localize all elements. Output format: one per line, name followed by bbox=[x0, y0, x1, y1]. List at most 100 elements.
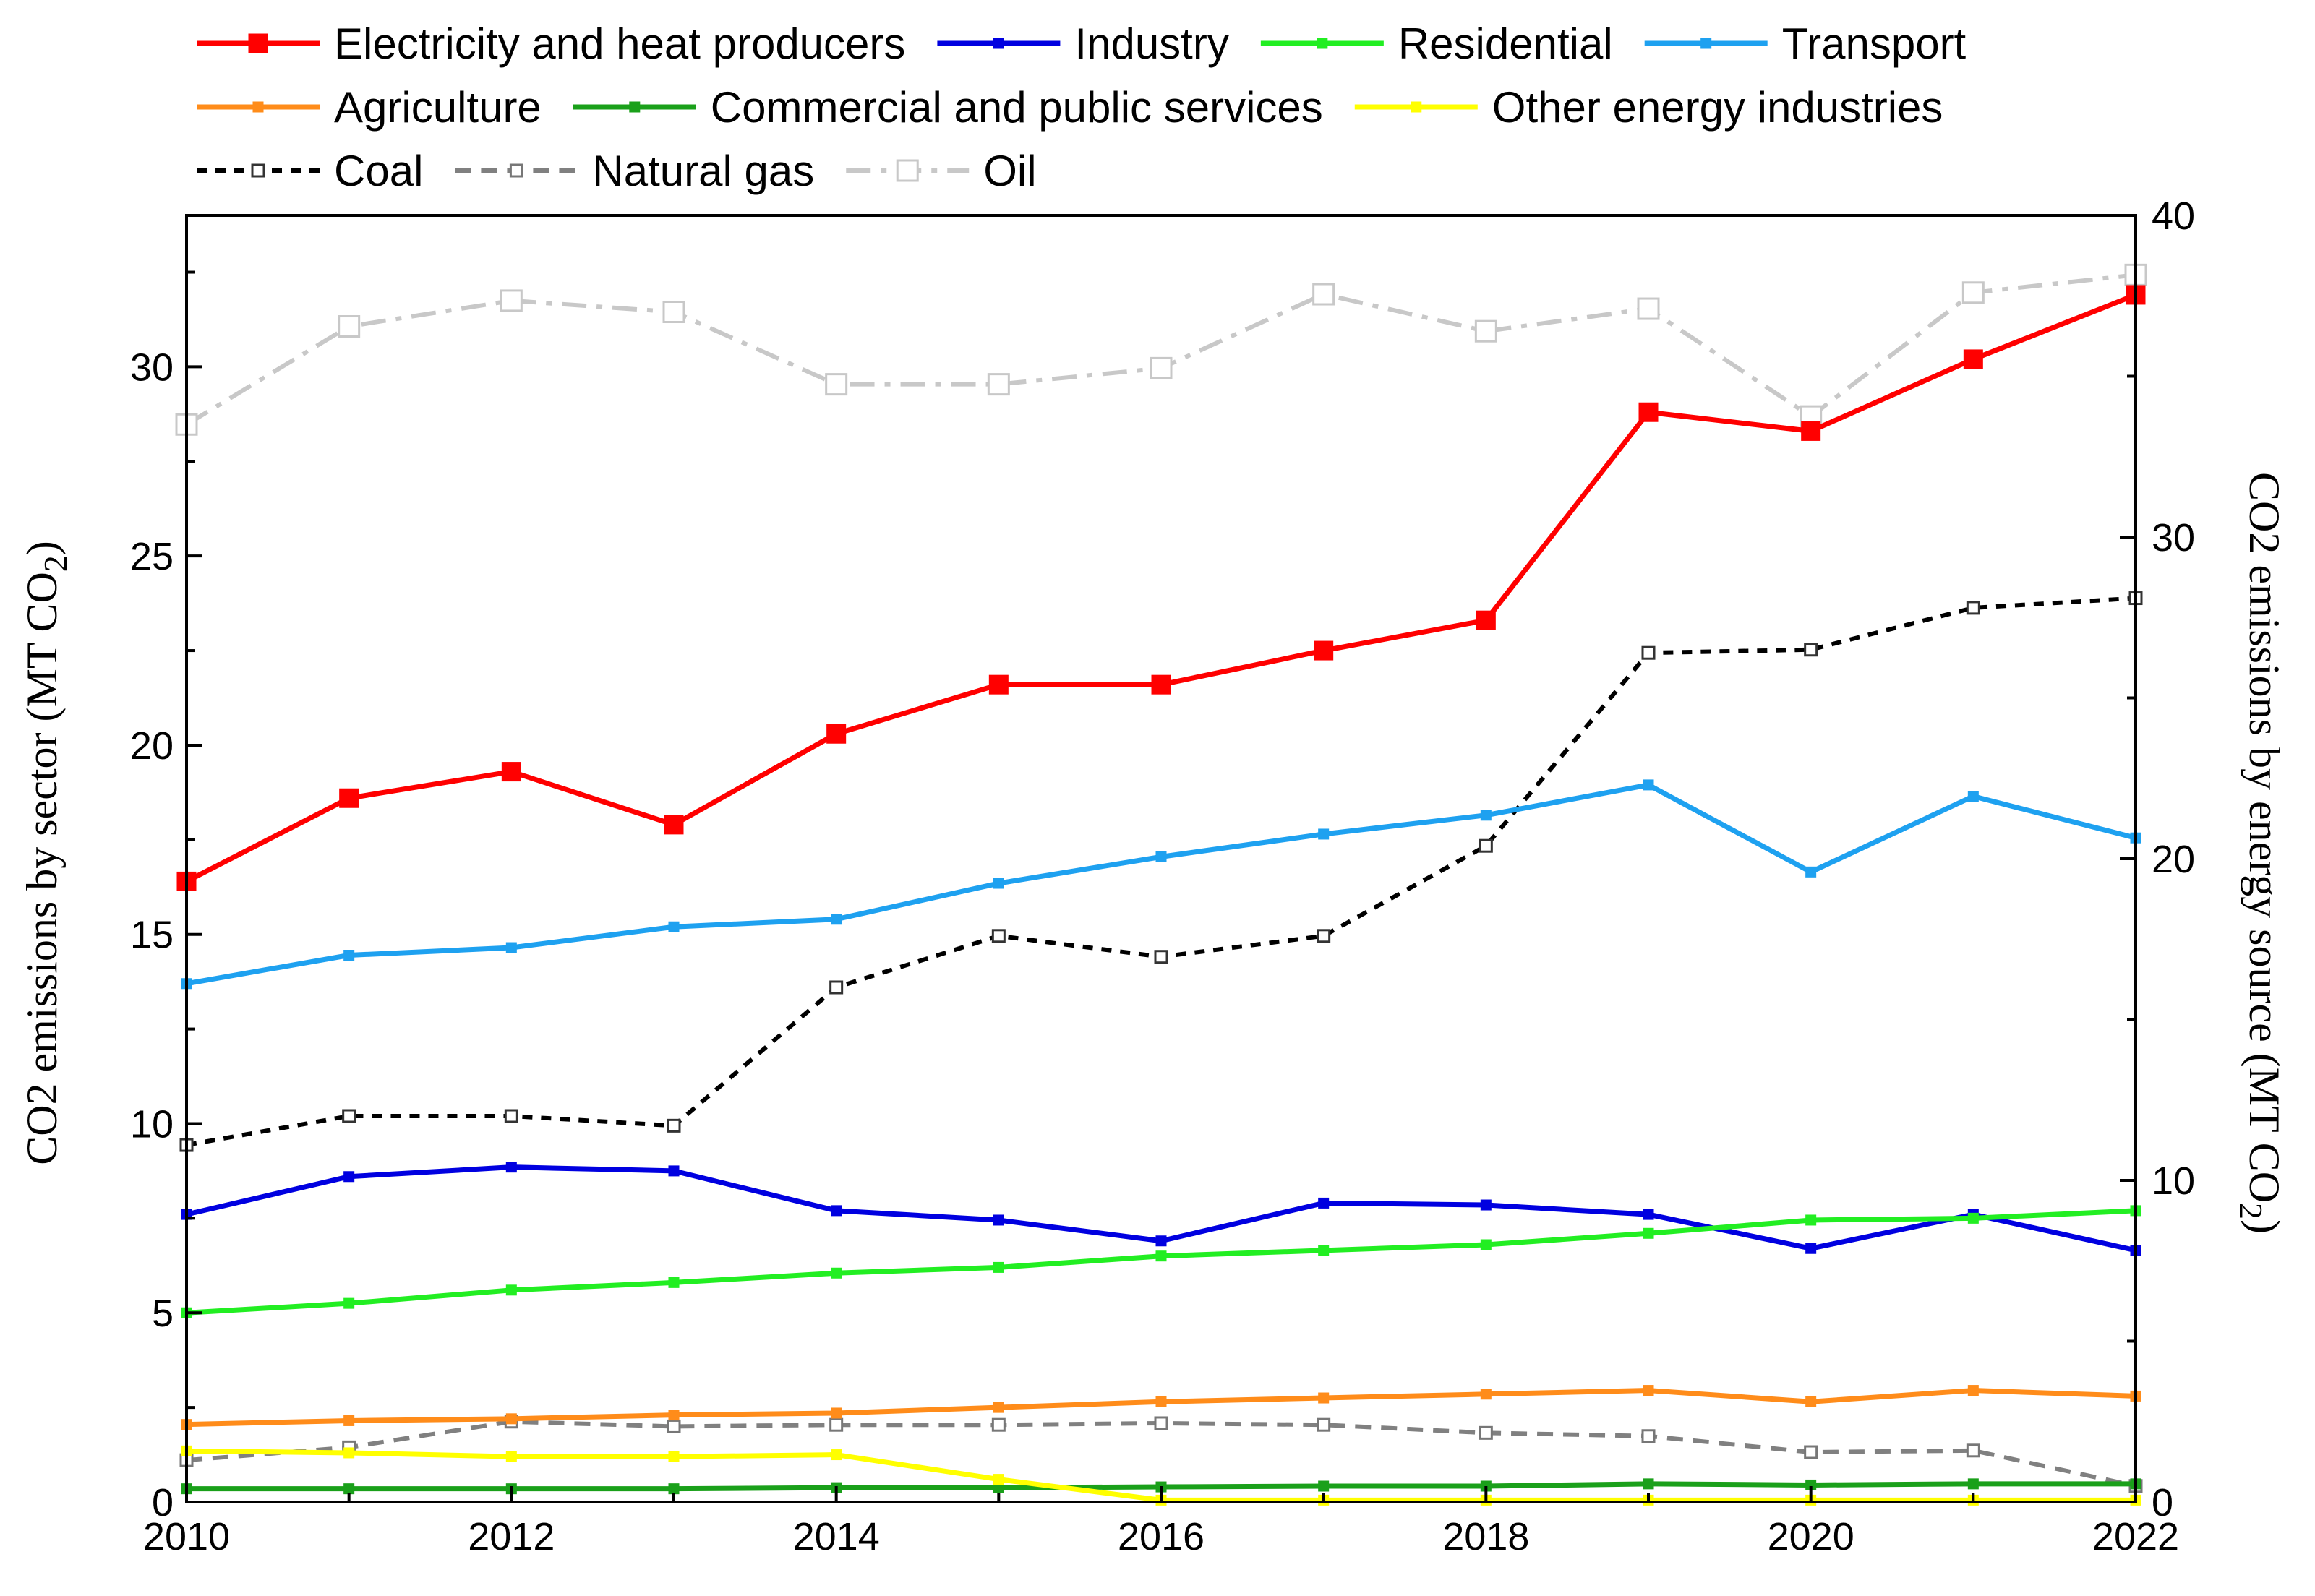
y-left-axis-title: CO2 emissions by sector (MT CO2) bbox=[18, 541, 74, 1165]
data-point-agriculture bbox=[1480, 1389, 1492, 1400]
data-point-agriculture bbox=[993, 1402, 1004, 1413]
data-point-electricity-and-heat-producers bbox=[1314, 640, 1334, 661]
legend-swatch-marker bbox=[1411, 101, 1422, 113]
data-point-coal bbox=[1804, 643, 1818, 657]
y-right-tick-label: 0 bbox=[2152, 1481, 2173, 1524]
legend-label: Natural gas bbox=[592, 147, 814, 195]
data-point-oil bbox=[1637, 297, 1660, 320]
y-left-tick-label: 30 bbox=[130, 346, 174, 389]
series-oil bbox=[175, 263, 2147, 436]
data-point-transport bbox=[1480, 810, 1492, 821]
legend-item-coal: Coal bbox=[197, 147, 423, 195]
data-point-agriculture bbox=[343, 1415, 355, 1426]
x-tick-label: 2016 bbox=[1118, 1515, 1204, 1558]
legend-swatch-marker bbox=[896, 159, 919, 182]
data-point-agriculture bbox=[1967, 1385, 1979, 1396]
x-tick-label: 2020 bbox=[1768, 1515, 1854, 1558]
series-transport bbox=[181, 779, 2141, 990]
data-point-transport bbox=[993, 878, 1004, 889]
data-point-coal bbox=[991, 929, 1006, 943]
legend-swatch-marker bbox=[251, 163, 265, 178]
y-left-tick-label: 0 bbox=[152, 1481, 174, 1524]
legend-label: Oil bbox=[983, 147, 1036, 195]
y-left-tick-label: 10 bbox=[130, 1102, 174, 1146]
data-point-natural-gas bbox=[1966, 1443, 1980, 1458]
series-industry bbox=[181, 1162, 2141, 1256]
data-point-commercial-and-public-services bbox=[1318, 1480, 1330, 1492]
data-point-transport bbox=[1643, 779, 1654, 791]
data-point-transport bbox=[1155, 851, 1167, 862]
data-point-transport bbox=[505, 942, 517, 953]
y-left-tick-label: 25 bbox=[130, 535, 174, 578]
data-point-oil bbox=[500, 289, 523, 312]
legend-label: Other energy industries bbox=[1492, 83, 1943, 132]
legend-item-electricity-and-heat-producers: Electricity and heat producers bbox=[197, 20, 905, 68]
legend-item-industry: Industry bbox=[937, 20, 1229, 68]
y-right-tick-label: 20 bbox=[2152, 838, 2195, 881]
data-point-commercial-and-public-services bbox=[1643, 1478, 1654, 1490]
legend-swatch-marker bbox=[252, 101, 264, 113]
series-line-electricity-and-heat-producers bbox=[185, 292, 2137, 884]
data-point-electricity-and-heat-producers bbox=[1476, 610, 1496, 630]
data-point-industry bbox=[1643, 1209, 1654, 1220]
legend-item-other-energy-industries: Other energy industries bbox=[1354, 83, 1943, 132]
data-point-agriculture bbox=[668, 1410, 680, 1421]
legend-label: Transport bbox=[1782, 20, 1967, 68]
data-point-industry bbox=[1805, 1243, 1817, 1254]
x-tick-label: 2010 bbox=[143, 1515, 230, 1558]
series-layer bbox=[175, 263, 2147, 1506]
data-point-oil bbox=[1474, 319, 1497, 343]
data-point-commercial-and-public-services bbox=[668, 1483, 680, 1495]
data-point-oil bbox=[1150, 356, 1173, 379]
data-point-transport bbox=[1967, 791, 1979, 802]
legend: Electricity and heat producers Industry Re… bbox=[197, 20, 1967, 195]
data-point-coal bbox=[829, 980, 844, 995]
data-point-other-energy-industries bbox=[993, 1474, 1004, 1485]
legend-item-natural-gas: Natural gas bbox=[455, 147, 814, 195]
y-right-tick-label: 30 bbox=[2152, 516, 2195, 559]
x-tick-label: 2022 bbox=[2092, 1515, 2179, 1558]
data-point-natural-gas bbox=[1641, 1429, 1656, 1443]
y-left-tick-label: 20 bbox=[130, 724, 174, 768]
data-point-oil bbox=[1312, 283, 1335, 306]
data-point-transport bbox=[831, 914, 842, 925]
legend-label: Commercial and public services bbox=[711, 83, 1323, 132]
data-point-coal bbox=[1317, 929, 1331, 943]
legend-label: Residential bbox=[1398, 20, 1613, 68]
data-point-industry bbox=[831, 1205, 842, 1217]
data-point-electricity-and-heat-producers bbox=[664, 815, 684, 835]
data-point-residential bbox=[1967, 1212, 1979, 1224]
data-point-agriculture bbox=[1805, 1396, 1817, 1407]
y-right-tick-label: 40 bbox=[2152, 194, 2195, 238]
series-residential bbox=[181, 1205, 2141, 1318]
data-point-electricity-and-heat-producers bbox=[1801, 421, 1821, 441]
series-line-oil bbox=[185, 273, 2136, 426]
legend-swatch-marker bbox=[1317, 38, 1328, 49]
data-point-electricity-and-heat-producers bbox=[501, 762, 521, 782]
data-point-residential bbox=[1318, 1245, 1330, 1256]
data-point-oil bbox=[662, 301, 685, 323]
data-point-oil bbox=[825, 373, 848, 396]
y-left-tick-label: 15 bbox=[130, 914, 174, 957]
data-point-residential bbox=[1480, 1239, 1492, 1250]
data-point-coal bbox=[1479, 838, 1493, 853]
data-point-agriculture bbox=[505, 1413, 517, 1425]
data-point-industry bbox=[668, 1165, 680, 1177]
x-tick-label: 2012 bbox=[468, 1515, 555, 1558]
data-point-residential bbox=[505, 1284, 517, 1296]
x-tick-label: 2018 bbox=[1442, 1515, 1529, 1558]
data-point-coal bbox=[1966, 601, 1980, 615]
data-point-natural-gas bbox=[1479, 1425, 1493, 1440]
data-point-natural-gas bbox=[991, 1417, 1006, 1432]
data-point-electricity-and-heat-producers bbox=[1151, 674, 1171, 695]
data-point-industry bbox=[343, 1171, 355, 1183]
data-point-residential bbox=[993, 1261, 1004, 1273]
data-point-agriculture bbox=[1155, 1396, 1167, 1407]
data-point-industry bbox=[1318, 1197, 1330, 1209]
data-point-natural-gas bbox=[1804, 1445, 1818, 1459]
data-point-coal bbox=[667, 1118, 681, 1133]
y-right-tick-label: 10 bbox=[2152, 1159, 2195, 1203]
data-point-residential bbox=[1805, 1214, 1817, 1226]
data-point-transport bbox=[1805, 866, 1817, 878]
